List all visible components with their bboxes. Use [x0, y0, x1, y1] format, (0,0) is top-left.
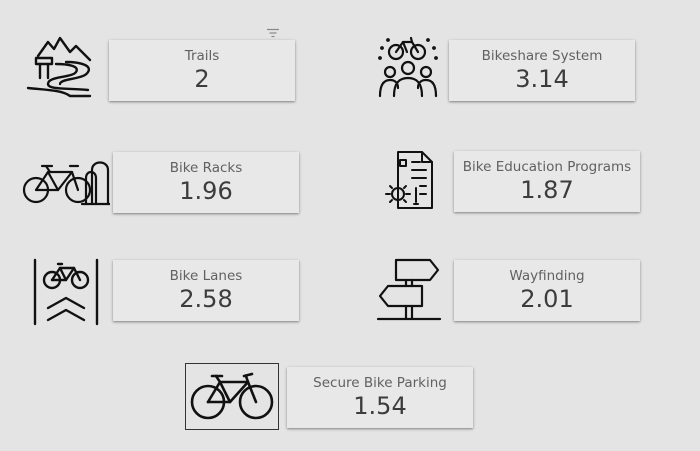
bike-lane-icon — [32, 258, 100, 326]
secure-parking-value: 1.54 — [353, 392, 407, 420]
bikeshare-people-icon — [376, 32, 440, 100]
document-gear-icon — [384, 148, 436, 212]
bike-rack-icon — [22, 158, 110, 208]
bike-racks-label: Bike Racks — [169, 160, 243, 176]
trails-value: 2 — [194, 65, 210, 93]
secure-parking-label: Secure Bike Parking — [313, 375, 447, 391]
bike-lanes-label: Bike Lanes — [169, 268, 243, 284]
wayfinding-card: Wayfinding 2.01 — [454, 260, 640, 321]
bike-lanes-value: 2.58 — [179, 285, 233, 313]
bike-lanes-card: Bike Lanes 2.58 — [113, 260, 299, 321]
wayfinding-value: 2.01 — [520, 285, 574, 313]
bike-racks-value: 1.96 — [179, 177, 233, 205]
bicycle-icon — [185, 363, 279, 430]
bikeshare-label: Bikeshare System — [481, 48, 603, 64]
trails-card: Trails 2 — [109, 40, 295, 101]
wayfinding-label: Wayfinding — [509, 268, 585, 284]
secure-parking-card: Secure Bike Parking 1.54 — [287, 367, 473, 428]
bike-education-value: 1.87 — [520, 176, 574, 204]
bike-education-label: Bike Education Programs — [462, 159, 632, 175]
filter-icon[interactable] — [266, 23, 280, 42]
bikeshare-card: Bikeshare System 3.14 — [449, 40, 635, 101]
mountain-trail-icon — [26, 34, 94, 100]
bikeshare-value: 3.14 — [515, 65, 569, 93]
trails-label: Trails — [184, 48, 220, 64]
signpost-icon — [376, 256, 442, 322]
bike-education-card: Bike Education Programs 1.87 — [454, 151, 640, 212]
bike-racks-card: Bike Racks 1.96 — [113, 152, 299, 213]
